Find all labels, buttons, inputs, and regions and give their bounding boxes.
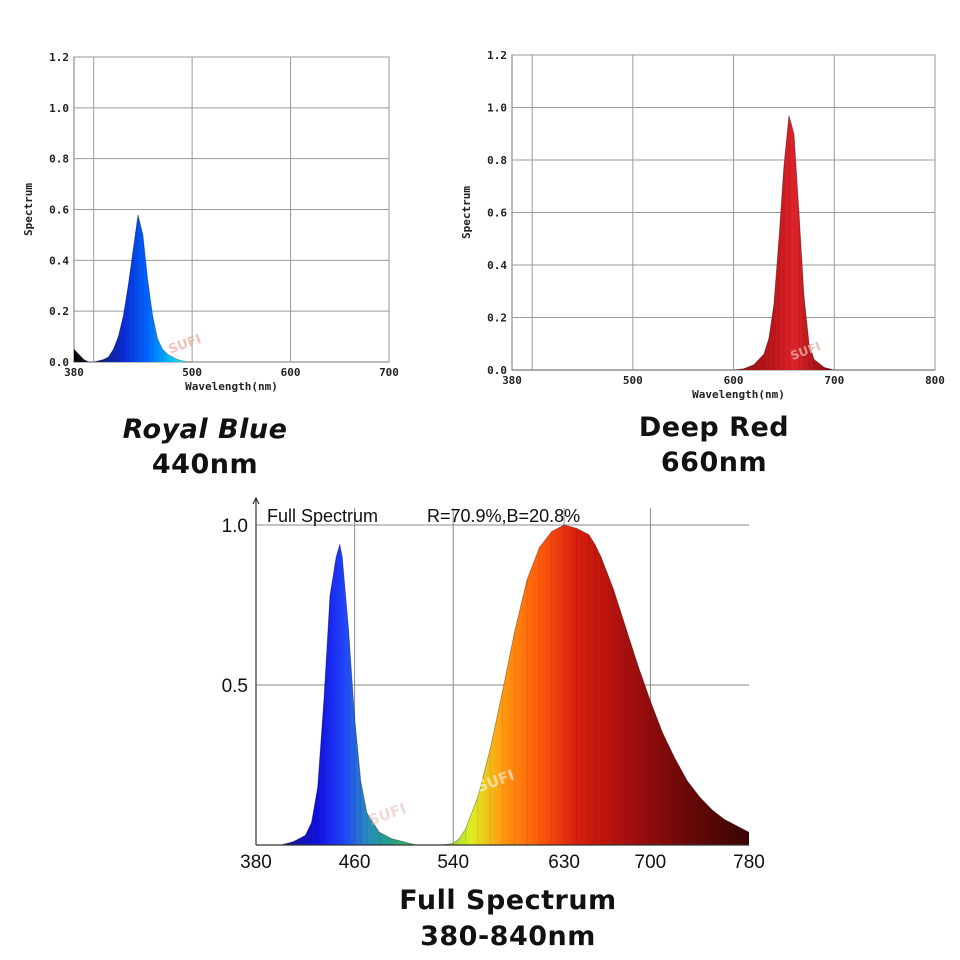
x-tick-label: 700 <box>824 374 844 387</box>
y-tick-label: 0.2 <box>487 312 507 325</box>
x-tick-label: 780 <box>733 852 765 873</box>
y-tick-label: 0.8 <box>49 153 69 166</box>
x-axis-label: Wavelength(nm) <box>185 380 278 393</box>
x-tick-label: 380 <box>502 374 522 387</box>
chart-title: Full Spectrum <box>267 506 378 526</box>
y-tick-label: 0.4 <box>49 254 69 267</box>
spectrum-line <box>73 214 193 363</box>
y-axis-arrow <box>252 496 260 505</box>
x-axis-label: Wavelength(nm) <box>692 388 785 401</box>
full-spectrum-caption-line1: Full Spectrum <box>399 885 616 916</box>
x-tick-label: 700 <box>379 366 399 379</box>
y-tick-label: 0.2 <box>49 305 69 318</box>
royal-blue-caption-line1: Royal Blue <box>123 414 288 445</box>
deep-red-caption-line1: Deep Red <box>639 412 789 443</box>
full-spectrum-caption-line2: 380-840nm <box>420 921 596 952</box>
x-tick-label: 460 <box>339 852 371 873</box>
x-tick-label: 600 <box>724 374 744 387</box>
y-axis-label: Spectrum <box>22 183 35 236</box>
y-tick-label: 1.0 <box>222 516 248 537</box>
full-spectrum-watermark-2: SUFI <box>366 799 409 829</box>
spectrum-area <box>256 525 749 845</box>
y-tick-label: 0.8 <box>487 154 507 167</box>
x-tick-label: 800 <box>925 374 945 387</box>
x-tick-label: 380 <box>64 366 84 379</box>
x-tick-label: 540 <box>437 852 469 873</box>
y-tick-label: 1.0 <box>487 102 507 115</box>
y-tick-label: 0.4 <box>487 259 507 272</box>
y-tick-label: 0.6 <box>487 207 507 220</box>
royal-blue-caption-line2: 440nm <box>152 449 258 480</box>
y-tick-label: 0.6 <box>49 204 69 217</box>
y-tick-label: 1.2 <box>487 49 507 62</box>
x-tick-label: 500 <box>623 374 643 387</box>
full-spectrum-chart: 0.5 1.0 380 460 540 630 700 780 Full Spectrum R=7… <box>222 496 765 873</box>
spectrum-area <box>74 214 193 362</box>
y-tick-label: 0.5 <box>222 676 248 697</box>
y-tick-label: 1.0 <box>49 102 69 115</box>
x-tick-label: 630 <box>548 852 580 873</box>
deep-red-chart: 0.0 0.2 0.4 0.6 0.8 1.0 1.2 380 500 600 700 800 Wave… <box>460 49 945 401</box>
y-axis-label: Spectrum <box>460 186 473 239</box>
y-tick-label: 0.0 <box>49 356 69 369</box>
royal-blue-chart: 0.0 0.2 0.4 0.6 0.8 1.0 1.2 380 500 600 700 Wavelen… <box>22 51 399 393</box>
y-tick-label: 1.2 <box>49 51 69 64</box>
chart-annotation: R=70.9%,B=20.8% <box>427 506 580 526</box>
spectrum-line <box>512 115 935 371</box>
x-tick-label: 700 <box>635 852 667 873</box>
spectrum-line <box>256 524 750 846</box>
x-tick-label: 600 <box>281 366 301 379</box>
y-tick-label: 0.0 <box>487 364 507 377</box>
deep-red-caption-line2: 660nm <box>661 447 767 478</box>
x-tick-label: 500 <box>182 366 202 379</box>
x-tick-label: 380 <box>240 852 272 873</box>
